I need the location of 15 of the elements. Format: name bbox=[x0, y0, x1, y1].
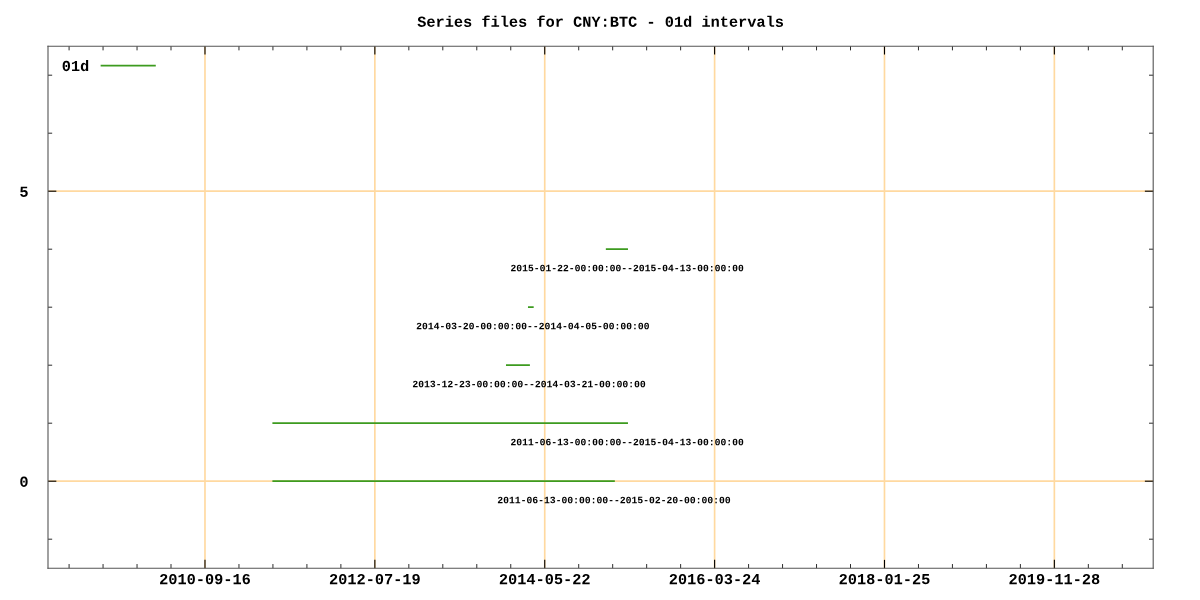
chart-title: Series files for CNY:BTC - 01d intervals bbox=[417, 15, 784, 27]
annotation: 2013-12-23-00:00:00--2014-03-21-00:00:00 bbox=[412, 380, 646, 388]
x-tick-label: 2018-01-25 bbox=[839, 573, 930, 585]
x-tick-label: 2014-05-22 bbox=[499, 573, 590, 585]
x-tick-label: 2010-09-16 bbox=[160, 573, 250, 585]
annotation: 2015-01-22-00:00:00--2015-04-13-00:00:00 bbox=[511, 264, 744, 272]
x-tick-label: 2012-07-19 bbox=[329, 573, 420, 585]
y-tick-label: 0 bbox=[20, 476, 28, 487]
y-tick-label: 5 bbox=[20, 186, 28, 197]
x-tick-label: 2016-03-24 bbox=[669, 573, 760, 585]
legend-label: 01d bbox=[62, 59, 89, 72]
annotation: 2011-06-13-00:00:00--2015-02-20-00:00:00 bbox=[497, 496, 731, 504]
annotation: 2014-03-20-00:00:00--2014-04-05-00:00:00 bbox=[416, 322, 649, 330]
x-tick-label: 2019-11-28 bbox=[1009, 573, 1100, 585]
annotation: 2011-06-13-00:00:00--2015-04-13-00:00:00 bbox=[511, 438, 744, 446]
